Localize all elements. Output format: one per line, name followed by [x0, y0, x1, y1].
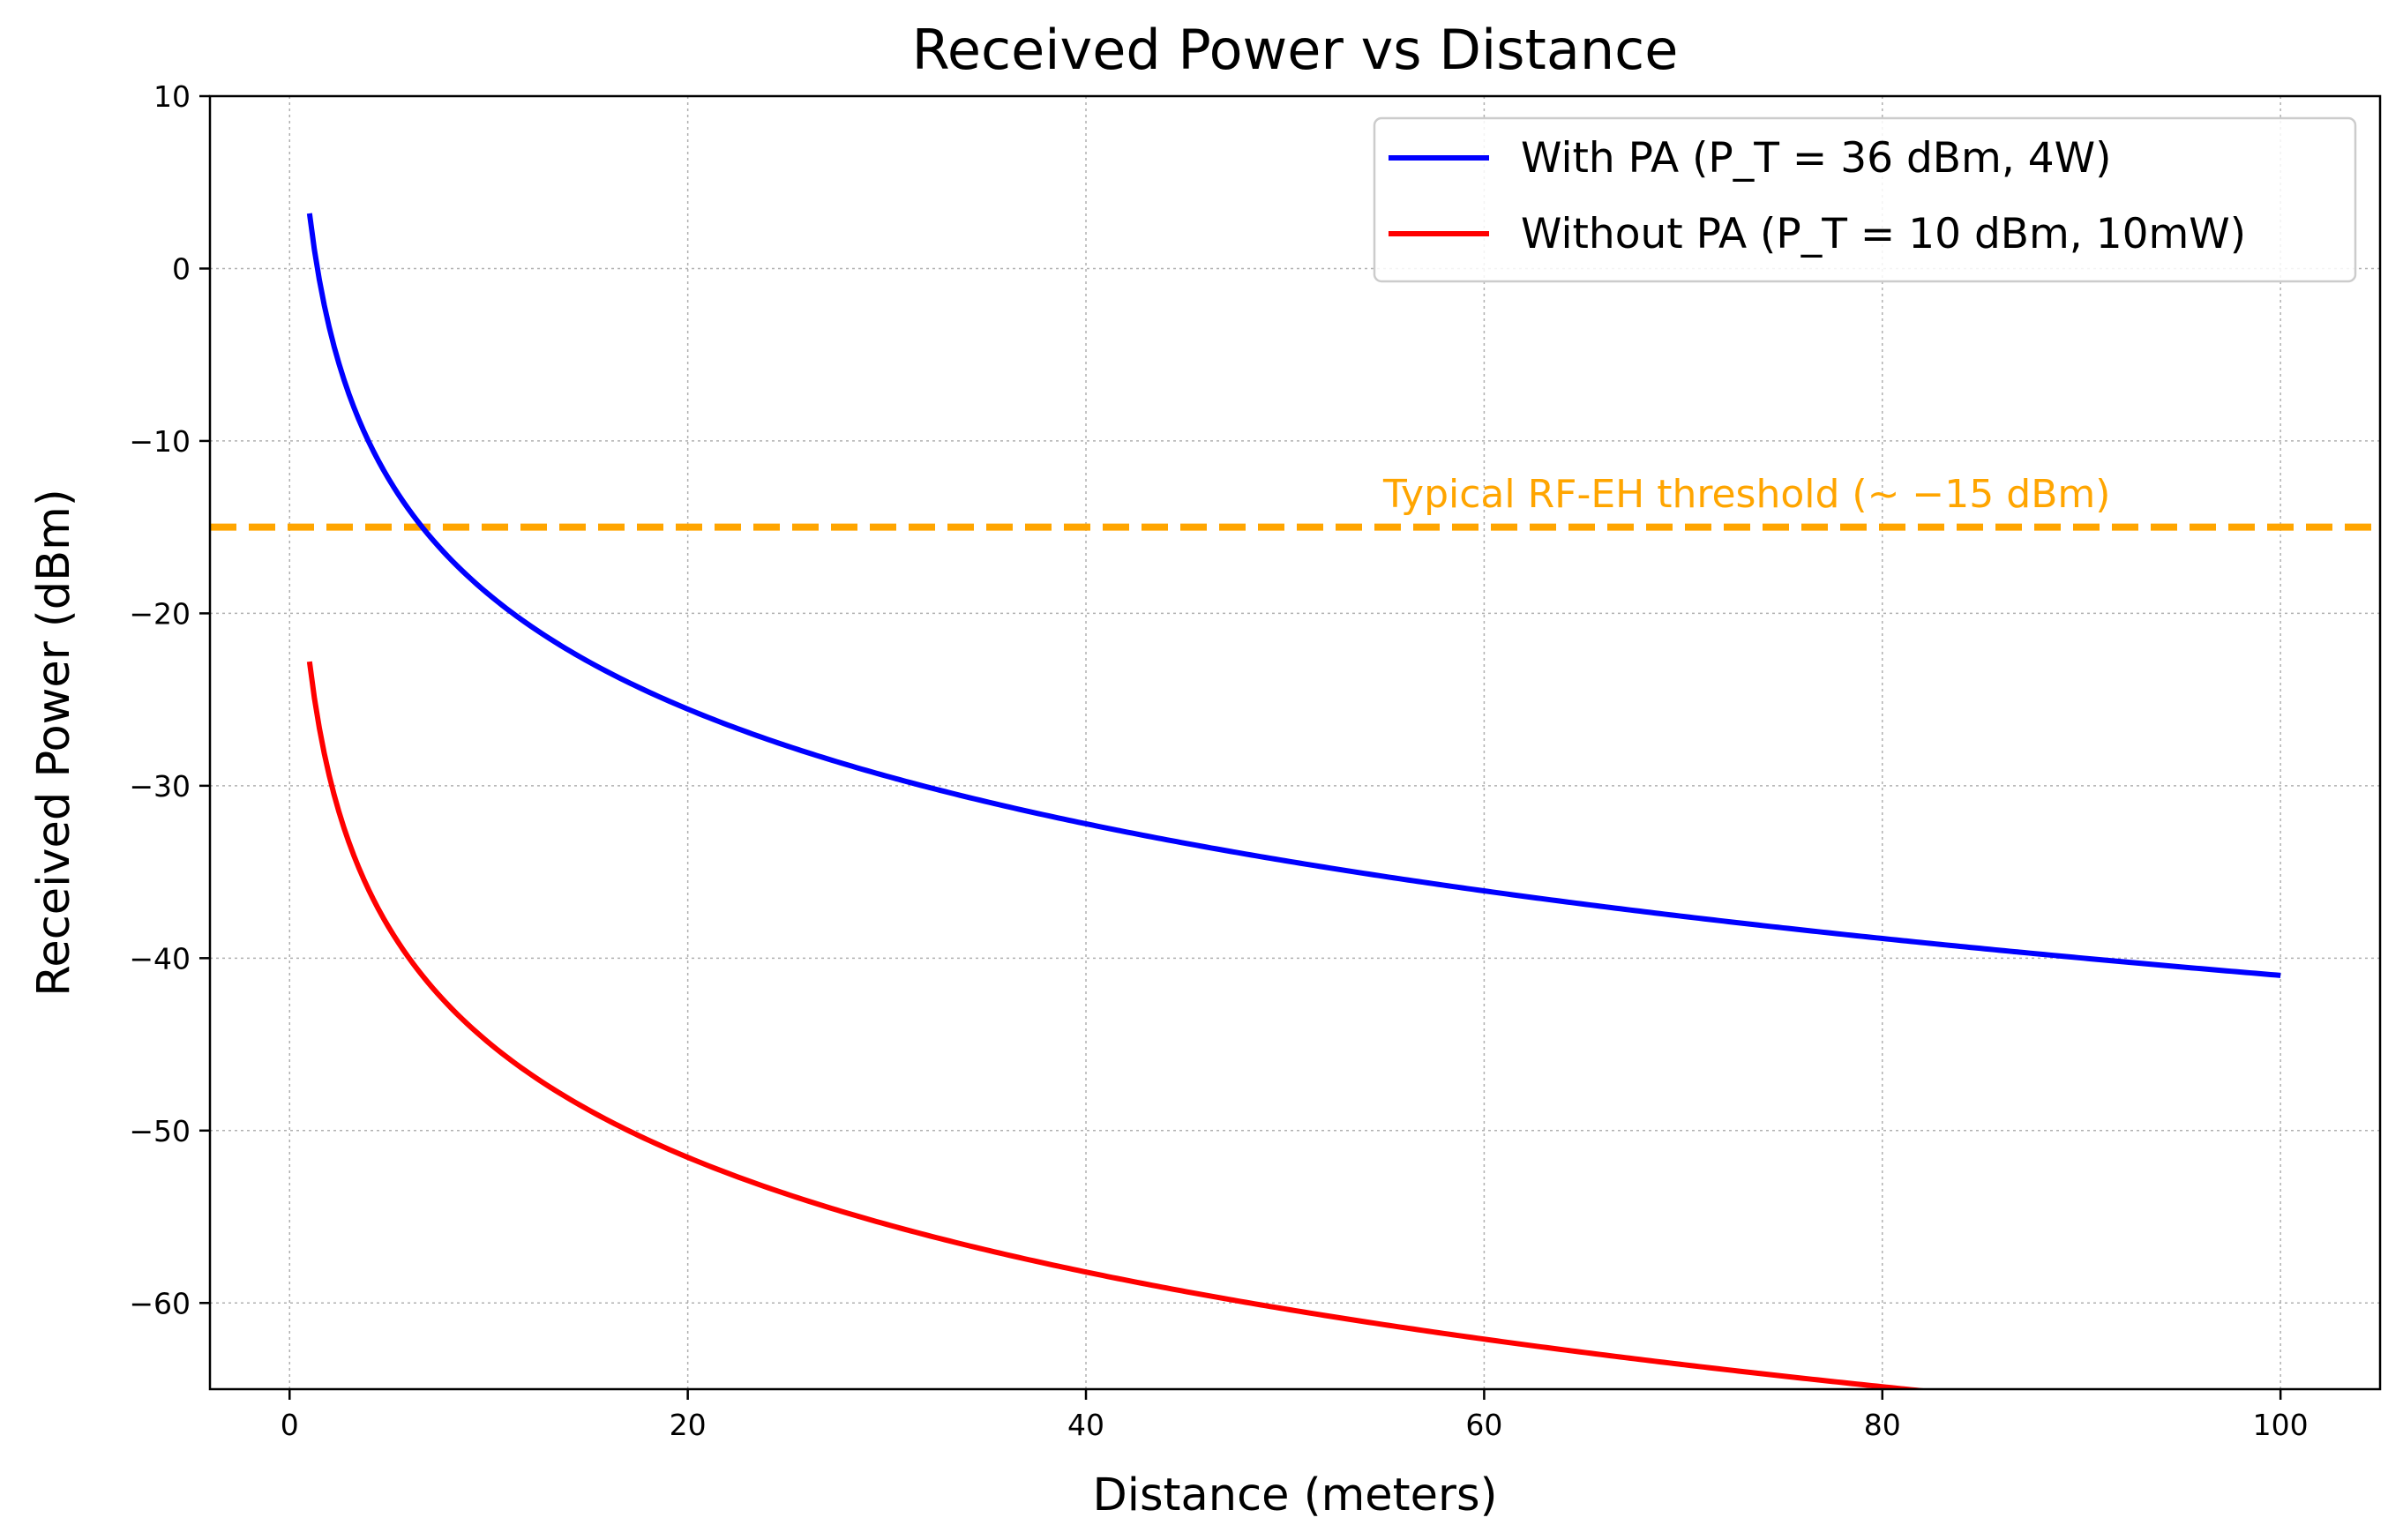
grid-lines — [210, 95, 2380, 1389]
x-axis-title: Distance (meters) — [1093, 1469, 1498, 1521]
y-tick-label: −50 — [129, 1114, 191, 1148]
series-line-1 — [306, 661, 1933, 1389]
y-tick-label: −10 — [129, 424, 191, 459]
x-axis-ticks: 0 20 40 60 80 100 — [281, 1389, 2309, 1442]
legend-label-without-pa: Without PA (P_T = 10 dBm, 10mW) — [1521, 210, 2246, 258]
y-axis-ticks: 10 0 −10 −20 −30 −40 −50 −60 — [129, 79, 210, 1320]
plot-frame — [208, 94, 2382, 1391]
y-tick-label: −30 — [129, 769, 191, 804]
series-layer — [306, 213, 2281, 1389]
x-tick-label: 0 — [281, 1408, 299, 1442]
legend: With PA (P_T = 36 dBm, 4W) Without PA (P… — [1373, 116, 2357, 283]
y-axis-title: Received Power (dBm) — [28, 489, 80, 997]
x-tick-label: 80 — [1864, 1408, 1901, 1442]
y-tick-label: −60 — [129, 1286, 191, 1320]
x-tick-label: 60 — [1465, 1408, 1502, 1442]
legend-box — [1373, 116, 2357, 283]
y-tick-label: −40 — [129, 941, 191, 976]
y-tick-label: 10 — [153, 79, 191, 114]
y-tick-label: −20 — [129, 596, 191, 631]
chart-title: Received Power vs Distance — [912, 18, 1679, 82]
legend-label-with-pa: With PA (P_T = 36 dBm, 4W) — [1521, 134, 2111, 183]
x-tick-label: 40 — [1067, 1408, 1104, 1442]
x-tick-label: 20 — [670, 1408, 707, 1442]
series-line-0 — [306, 213, 2281, 978]
y-tick-label: 0 — [172, 251, 191, 286]
x-tick-label: 100 — [2253, 1408, 2309, 1442]
threshold-label: Typical RF-EH threshold (~ −15 dBm) — [1382, 472, 2110, 517]
